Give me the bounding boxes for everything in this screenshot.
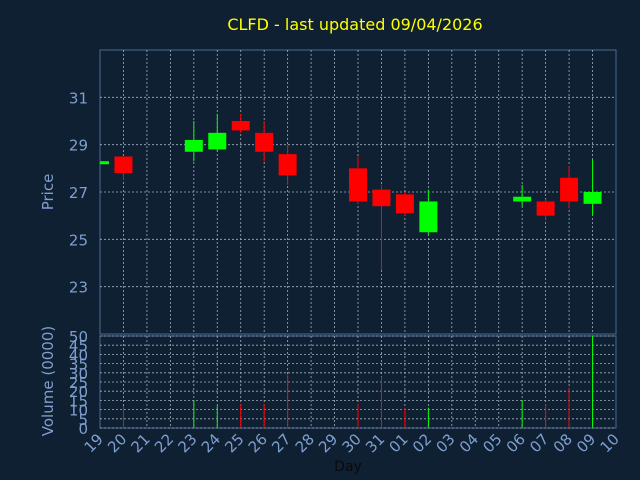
volume-tick-label: 50 [69, 328, 88, 346]
volume-tick-label: 45 [69, 337, 88, 355]
candle-body [231, 121, 250, 131]
candle-body [513, 196, 532, 202]
candle-body [419, 201, 438, 233]
price-tick-label: 23 [69, 279, 88, 297]
candle-body [560, 177, 579, 202]
volume-axis-label: Volume (0000) [39, 326, 57, 436]
price-tick-label: 27 [69, 184, 88, 202]
candle-body [395, 194, 414, 214]
candle-body [114, 156, 133, 174]
price-axis-label: Price [39, 174, 57, 211]
candle-body [255, 132, 274, 152]
chart-title: CLFD - last updated 09/04/2026 [227, 15, 482, 34]
x-axis: 1920212223242526272829303101020304050607… [81, 430, 623, 456]
candle-body [278, 154, 297, 176]
candle-body [208, 132, 227, 150]
volume-tick-label: 0 [78, 420, 88, 438]
volume-tick-label: 20 [69, 383, 88, 401]
volume-tick-label: 30 [69, 365, 88, 383]
price-tick-label: 29 [69, 137, 88, 155]
candle-body [583, 192, 602, 204]
volume-tick-label: 15 [69, 392, 88, 410]
candle-body [100, 161, 109, 165]
volume-tick-label: 10 [69, 402, 88, 420]
volume-tick-label: 35 [69, 356, 88, 374]
volume-tick-label: 40 [69, 346, 88, 364]
candle-body [349, 168, 367, 202]
candle-body [184, 139, 203, 152]
candle-body [372, 189, 391, 207]
volume-tick-label: 25 [69, 374, 88, 392]
candle-body [536, 201, 555, 216]
price-tick-label: 31 [69, 89, 88, 107]
x-axis-label: Day [334, 459, 362, 475]
volume-tick-label: 5 [78, 411, 88, 429]
price-panel: 23 25 27 29 31 [69, 49, 617, 335]
price-tick-label: 25 [69, 231, 88, 249]
